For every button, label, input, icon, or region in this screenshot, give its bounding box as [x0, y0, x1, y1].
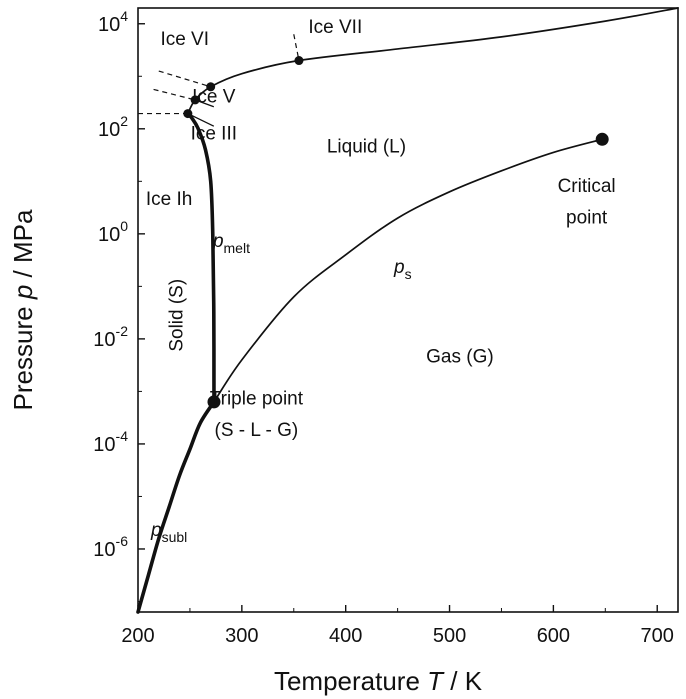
label-ice-iii: Ice III [191, 123, 237, 144]
axes-layer: 200 300 400 500 600 700 10-6 10-4 10-2 100 102 104 T… [8, 7, 679, 696]
label-liquid: Liquid (L) [327, 136, 406, 157]
critical-point [595, 132, 609, 146]
y-tick-label--6: 10-6 [93, 533, 128, 561]
y-axis-title: Pressure p / MPa [8, 209, 38, 410]
leader-ice-iii [187, 112, 215, 127]
ice-dashed-segment-2 [153, 88, 196, 101]
label-critical-point-1: Critical [558, 176, 616, 197]
x-tick-label-300: 300 [225, 625, 258, 647]
label-psubl: psubl [150, 520, 187, 545]
plot-frame [137, 7, 679, 613]
ice-VI-triple [206, 82, 216, 92]
x-tick-label-200: 200 [121, 625, 154, 647]
x-axis-title: Temperature T / K [274, 666, 483, 696]
y-tick-label--2: 10-2 [93, 323, 128, 351]
labels-layer: Ice VI Ice VII Ice V Ice III Liquid (L) Ice I… [146, 17, 616, 545]
label-ice-v: Ice V [192, 87, 236, 108]
x-tick-label-500: 500 [433, 625, 466, 647]
curve-psubl [136, 400, 216, 614]
label-ice-vi: Ice VI [160, 29, 209, 50]
y-tick-label-4: 104 [98, 8, 128, 36]
label-ice-ih: Ice Ih [146, 189, 192, 210]
curve-ps [213, 138, 604, 403]
label-solid: Solid (S) [167, 279, 188, 352]
ice-III-triple [183, 109, 193, 119]
x-tick-label-400: 400 [329, 625, 362, 647]
label-critical-point-2: point [566, 207, 608, 228]
y-tick-label-2: 102 [98, 113, 128, 141]
x-tick-label-700: 700 [641, 625, 674, 647]
label-ice-vii: Ice VII [308, 17, 362, 38]
label-ps: ps [393, 257, 412, 282]
x-tick-label-600: 600 [537, 625, 570, 647]
curve-ice-boundary [186, 7, 679, 115]
label-triple-point-2: (S - L - G) [215, 420, 299, 441]
points-layer [183, 56, 609, 409]
curve-pmelt [186, 111, 216, 404]
ice-dashed-segment-3 [158, 70, 211, 88]
ice-V-triple [190, 95, 200, 105]
y-tick-label--4: 10-4 [93, 428, 128, 456]
label-pmelt: pmelt [212, 231, 250, 256]
label-gas: Gas (G) [426, 347, 494, 368]
triple-point [207, 395, 221, 409]
y-tick-label-0: 100 [98, 218, 128, 246]
label-triple-point-1: Triple point [210, 389, 304, 410]
curves-layer [136, 7, 679, 614]
ice-VII-triple [294, 56, 304, 66]
